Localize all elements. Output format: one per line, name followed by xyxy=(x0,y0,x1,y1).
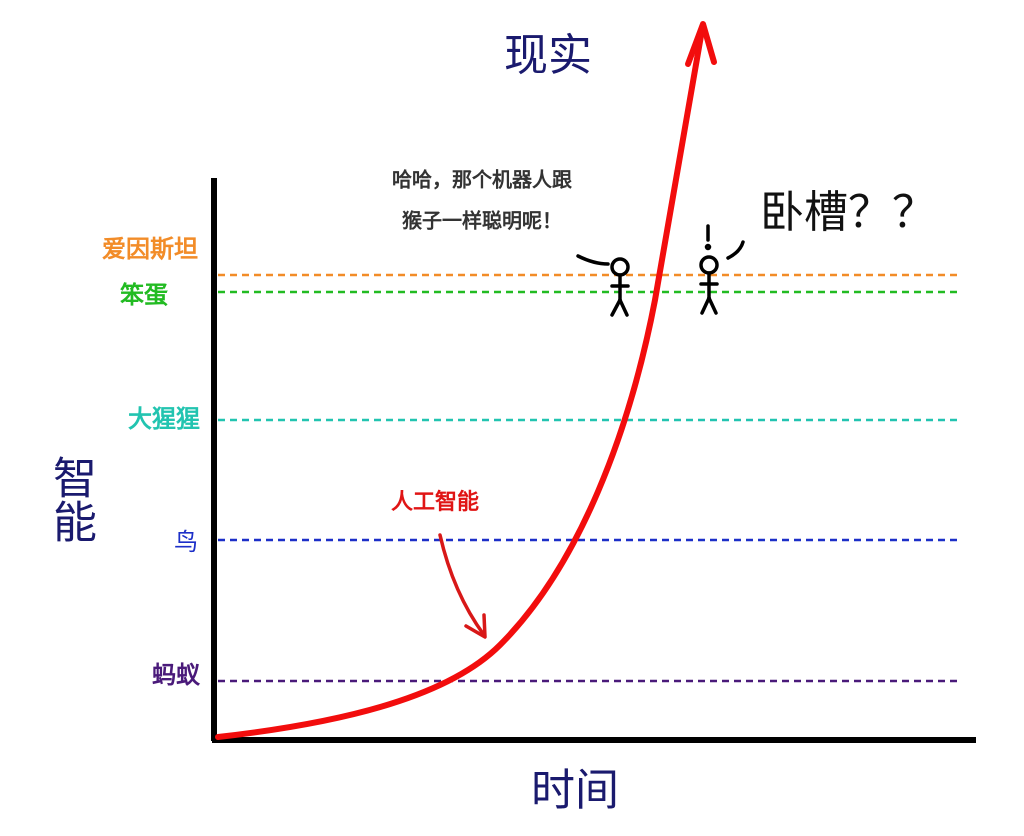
annotation-arrow xyxy=(438,533,486,637)
level-label: 鸟 xyxy=(174,528,198,556)
title: 现实 xyxy=(504,30,592,81)
exclamation: 卧槽？？ xyxy=(760,187,936,238)
stick-figure xyxy=(576,254,630,317)
annotation-arrowhead xyxy=(464,613,487,639)
x-axis-label: 时间 xyxy=(531,765,619,816)
ai-curve xyxy=(215,27,705,740)
stick-figure xyxy=(699,224,745,315)
level-label: 大猩猩 xyxy=(128,405,200,433)
y-axis-label: 智能 xyxy=(45,455,96,543)
curve-label: 人工智能 xyxy=(391,489,479,515)
speech-line: 猴子一样聪明呢！ xyxy=(402,209,562,233)
level-label: 蚂蚁 xyxy=(152,661,201,689)
level-label: 笨蛋 xyxy=(120,281,168,309)
curve-arrowhead xyxy=(685,21,717,67)
speech-line: 哈哈，那个机器人跟 xyxy=(392,168,573,192)
level-label: 爱因斯坦 xyxy=(102,235,198,263)
